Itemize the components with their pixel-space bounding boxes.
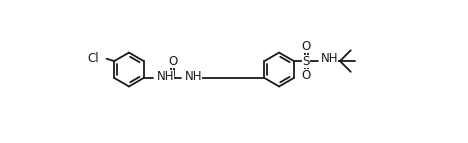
Text: NH: NH: [321, 52, 338, 65]
Text: O: O: [301, 40, 311, 53]
Text: O: O: [168, 55, 177, 68]
Text: Cl: Cl: [87, 52, 99, 65]
Text: O: O: [301, 69, 311, 82]
Text: S: S: [302, 54, 310, 67]
Text: NH: NH: [157, 70, 174, 83]
Text: NH: NH: [184, 70, 202, 83]
